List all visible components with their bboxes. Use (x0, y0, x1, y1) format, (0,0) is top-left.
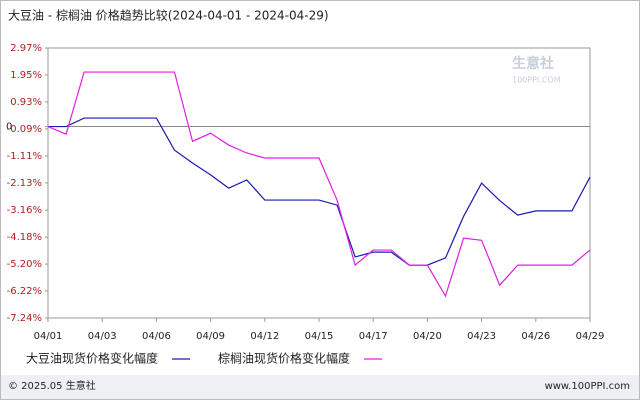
x-tick-label: 04/03 (88, 331, 117, 342)
x-tick-label: 04/20 (413, 331, 442, 342)
footer-right: www.100PPI.com (545, 381, 630, 392)
legend-label: 大豆油现货价格变化幅度 (26, 351, 158, 366)
x-tick-label: 04/15 (305, 331, 334, 342)
x-tick-label: 04/01 (34, 331, 63, 342)
watermark-site: 100PPI.COM (512, 76, 561, 85)
footer-band (1, 375, 639, 399)
x-tick-label: 04/26 (521, 331, 550, 342)
legend-label: 棕榈油现货价格变化幅度 (218, 351, 350, 366)
y-tick-label: -7.24% (7, 313, 42, 324)
series-line (48, 117, 591, 266)
footer-left: © 2025.05 生意社 (8, 379, 96, 392)
x-tick-label: 04/29 (576, 331, 605, 342)
x-tick-label: 04/12 (250, 331, 279, 342)
x-tick-label: 04/09 (196, 331, 225, 342)
x-tick-label: 04/23 (467, 331, 496, 342)
y-tick-label: 0 (6, 122, 12, 133)
x-tick-label: 04/06 (142, 331, 171, 342)
y-tick-label: 2.97% (10, 43, 42, 54)
series-line (47, 71, 591, 298)
x-tick-label: 04/17 (359, 331, 388, 342)
y-tick-label: -0.09% (7, 124, 42, 135)
y-tick-label: 1.95% (10, 70, 42, 81)
y-tick-label: -6.22% (7, 286, 42, 297)
watermark-name: 生意社 (512, 55, 554, 72)
y-tick-label: -2.13% (7, 178, 42, 189)
y-tick-label: -5.20% (7, 259, 42, 270)
y-tick-label: -3.16% (7, 205, 42, 216)
y-tick-label: -4.18% (7, 232, 42, 243)
chart-title: 大豆油 - 棕榈油 价格趋势比较(2024-04-01 - 2024-04-29… (8, 8, 329, 23)
y-tick-label: 0.93% (10, 97, 42, 108)
y-tick-label: -1.11% (7, 151, 42, 162)
